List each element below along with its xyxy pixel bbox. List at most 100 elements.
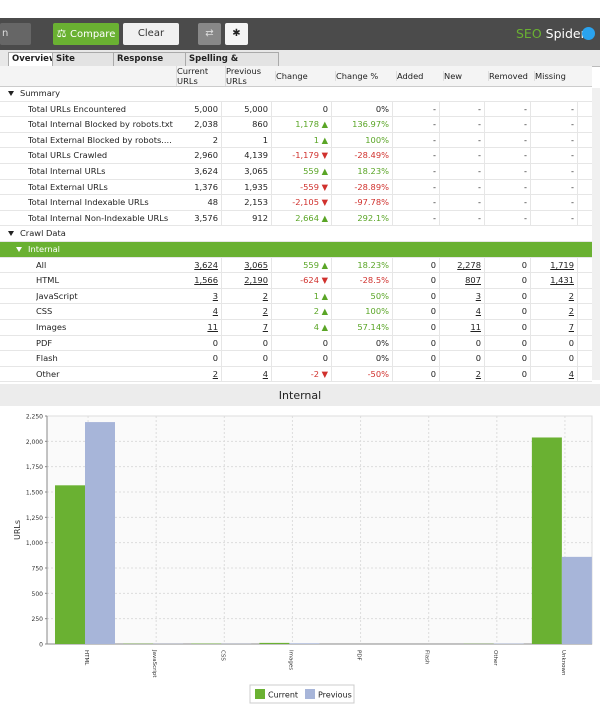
tab[interactable]: Overview bbox=[8, 52, 57, 66]
bar bbox=[55, 485, 85, 644]
table-cell: 2 bbox=[173, 132, 222, 148]
table-cell: - bbox=[531, 117, 578, 132]
button-label: Compare bbox=[69, 29, 116, 40]
row-label: Total Internal Indexable URLs bbox=[28, 197, 149, 208]
table-cell: - bbox=[440, 164, 485, 179]
table-cell: 5,000 bbox=[222, 101, 272, 117]
table-cell: 3,576 bbox=[173, 210, 222, 226]
table-cell: 0 bbox=[485, 366, 531, 382]
table-cell: 0 bbox=[531, 351, 578, 366]
table-cell: 912 bbox=[222, 210, 272, 226]
table-cell: 0 bbox=[272, 335, 332, 351]
table-row: Images 11 7 4 ▲ 57.14% 0 11 0 7 bbox=[0, 320, 592, 336]
table-row: JavaScript 3 2 1 ▲ 50% 0 3 0 2 bbox=[0, 288, 592, 305]
section-title: Internal bbox=[28, 244, 60, 254]
row-label: All bbox=[36, 259, 47, 270]
clear-button[interactable]: Clear bbox=[123, 23, 179, 45]
expand-icon[interactable] bbox=[16, 246, 22, 252]
logo-seo: SEO bbox=[516, 26, 542, 41]
section-title: Crawl Data bbox=[20, 228, 66, 239]
table-cell: 1,376 bbox=[173, 179, 222, 195]
table-cell: -28.89% bbox=[332, 179, 393, 195]
table-cell: - bbox=[393, 179, 440, 195]
table-cell: - bbox=[393, 132, 440, 148]
table-cell: 11 bbox=[440, 320, 485, 335]
x-tick-label: CSS bbox=[219, 650, 225, 661]
bar bbox=[289, 643, 320, 644]
tab[interactable]: Response Times bbox=[113, 52, 190, 77]
table-cell: 559 ▲ bbox=[272, 257, 332, 273]
partial-button[interactable]: n bbox=[0, 23, 31, 45]
swap-button[interactable]: ⇄ bbox=[198, 23, 221, 45]
x-tick-label: HTML bbox=[83, 650, 89, 666]
expand-icon[interactable] bbox=[8, 230, 14, 236]
table-cell: -2 ▼ bbox=[272, 366, 332, 382]
chart-title: Internal bbox=[279, 389, 321, 402]
panel-header bbox=[0, 384, 600, 406]
table-cell: - bbox=[393, 195, 440, 210]
table-cell: 2,960 bbox=[173, 148, 222, 163]
table-cell: 292.1% bbox=[332, 210, 393, 226]
tab[interactable]: Site Structure bbox=[52, 52, 118, 77]
table-cell: 0 bbox=[393, 288, 440, 304]
bar bbox=[531, 437, 562, 644]
toolbar: n ⚖ Compare Clear ⇄ ✱ SEO Spider bbox=[0, 18, 600, 50]
table-cell: 0 bbox=[485, 335, 531, 351]
table-cell: 0 bbox=[485, 320, 531, 335]
table-cell: - bbox=[485, 132, 531, 148]
table-cell: 3 bbox=[173, 288, 222, 304]
bar bbox=[85, 422, 115, 644]
table-cell: 0 bbox=[173, 351, 222, 366]
table-cell: 1 bbox=[222, 132, 272, 148]
table-cell: -1,179 ▼ bbox=[272, 148, 332, 163]
table-cell: - bbox=[440, 148, 485, 163]
table-cell: -28.49% bbox=[332, 148, 393, 163]
table-cell: -559 ▼ bbox=[272, 179, 332, 195]
y-tick-label: 2,250 bbox=[26, 414, 43, 421]
table-cell: 2,190 bbox=[222, 273, 272, 288]
column-header: Change % bbox=[335, 71, 393, 81]
table-cell: 0 bbox=[222, 351, 272, 366]
table-cell: 0 bbox=[393, 366, 440, 382]
table-row: Total Internal Blocked by robots.txt 2,03… bbox=[0, 117, 592, 133]
table-cell: - bbox=[440, 195, 485, 210]
row-label: Flash bbox=[36, 353, 58, 364]
table-cell: - bbox=[531, 179, 578, 195]
compare-button[interactable]: ⚖ Compare bbox=[53, 23, 119, 45]
table-cell: 0 bbox=[272, 351, 332, 366]
table-cell: - bbox=[393, 148, 440, 163]
row-label: Total Internal URLs bbox=[28, 166, 106, 176]
table-cell: 1 ▲ bbox=[272, 132, 332, 148]
table-cell: 3,624 bbox=[173, 164, 222, 179]
row-label: Images bbox=[36, 322, 67, 332]
table-cell: 0% bbox=[332, 351, 393, 366]
table-cell: - bbox=[440, 179, 485, 195]
table-header: Current URLs Previous URLs Change Change % A… bbox=[0, 66, 592, 87]
table-row: PDF 0 0 0 0% 0 0 0 0 bbox=[0, 335, 592, 352]
table-cell: - bbox=[531, 101, 578, 117]
table-cell: 0 bbox=[485, 273, 531, 288]
row-label: Total External URLs bbox=[28, 181, 108, 192]
expand-icon[interactable] bbox=[8, 90, 14, 96]
table-row: Total URLs Crawled 2,960 4,139 -1,179 ▼ -28.… bbox=[0, 148, 592, 164]
table-cell: - bbox=[531, 195, 578, 210]
table-row: Total Internal Non-Indexable URLs 3,576 91… bbox=[0, 210, 592, 227]
row-label: Total Internal Blocked by robots.txt bbox=[28, 119, 173, 130]
table-cell: 2,664 ▲ bbox=[272, 210, 332, 226]
table-cell: -624 ▼ bbox=[272, 273, 332, 288]
y-axis-label: URLs bbox=[13, 520, 22, 540]
table-cell: 0 bbox=[173, 335, 222, 351]
table-cell: 2 bbox=[531, 304, 578, 319]
table-cell: 0 bbox=[440, 335, 485, 351]
table-row: HTML 1,566 2,190 -624 ▼ -28.5% 0 807 0 1,431 bbox=[0, 273, 592, 289]
column-header: Missing bbox=[534, 71, 578, 81]
settings-button[interactable]: ✱ bbox=[225, 23, 248, 45]
table-cell: 48 bbox=[173, 195, 222, 210]
section-row: Internal bbox=[0, 242, 592, 258]
tab[interactable]: Spelling & Grammar bbox=[185, 52, 279, 77]
twitter-icon[interactable] bbox=[582, 27, 595, 40]
table-cell: 807 bbox=[440, 273, 485, 288]
table-cell: 3,065 bbox=[222, 257, 272, 273]
table-row: Flash 0 0 0 0% 0 0 0 0 bbox=[0, 351, 592, 367]
